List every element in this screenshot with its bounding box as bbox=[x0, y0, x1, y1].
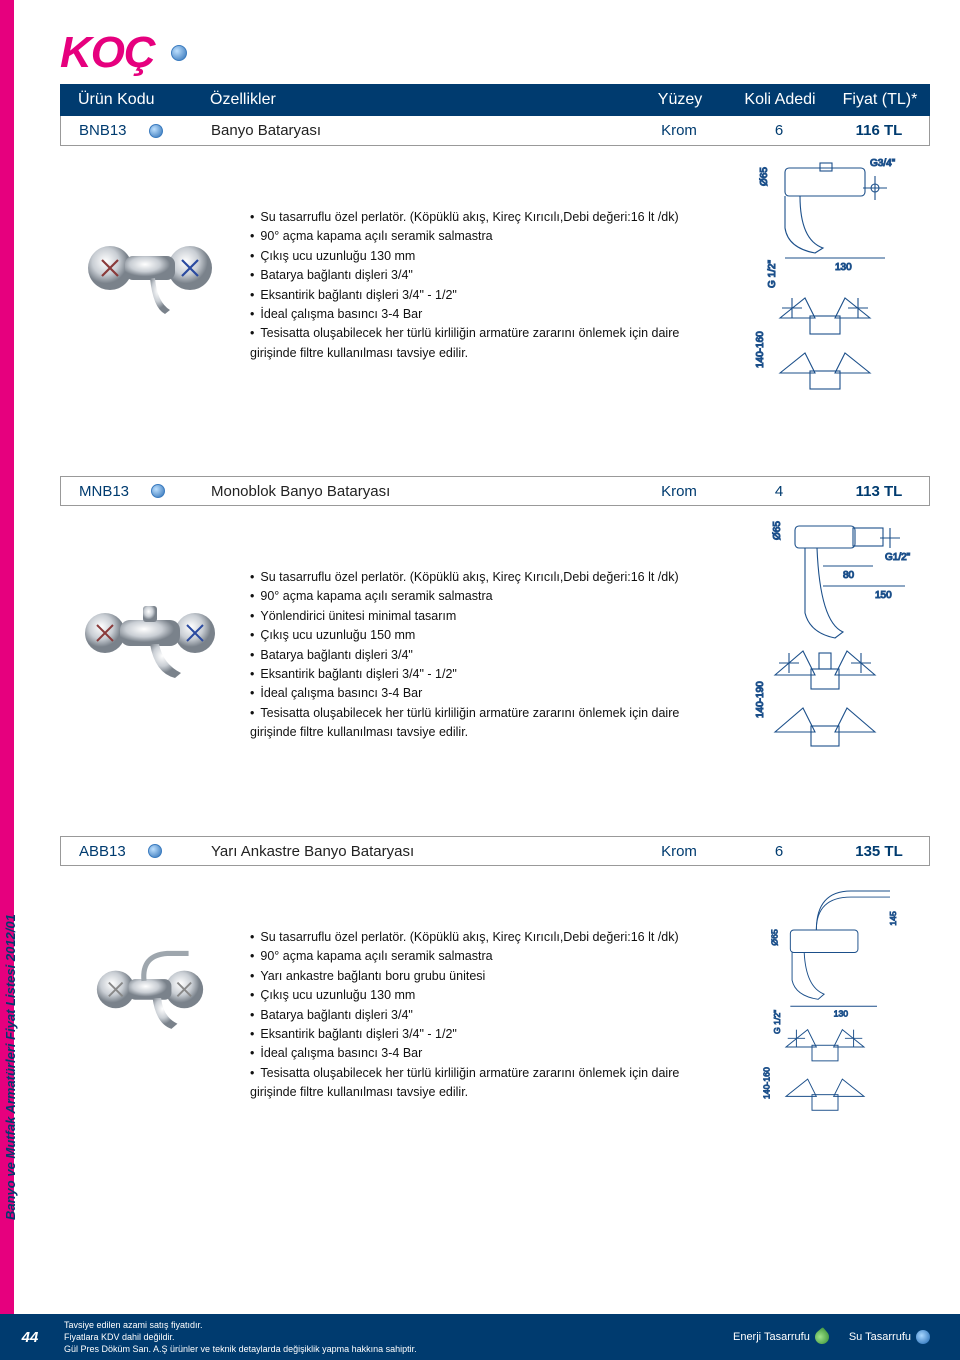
product-specs: Su tasarruflu özel perlatör. (Köpüklü ak… bbox=[250, 158, 710, 448]
product-box-qty: 4 bbox=[729, 483, 829, 500]
footer-note: Tavsiye edilen azami satış fiyatıdır. bbox=[64, 1319, 733, 1331]
leaf-icon bbox=[812, 1327, 832, 1347]
water-drop-icon bbox=[148, 844, 162, 858]
technical-diagram: 145 Ø65 130 G 1/2" bbox=[720, 878, 930, 1168]
product-specs: Su tasarruflu özel perlatör. (Köpüklü ak… bbox=[250, 878, 710, 1168]
product-photo bbox=[60, 908, 240, 1088]
side-catalog-label: Banyo ve Mutfak Armatürleri Fiyat Listes… bbox=[3, 870, 18, 1220]
water-drop-icon bbox=[916, 1330, 930, 1344]
footer-badges: Enerji Tasarrufu Su Tasarrufu bbox=[733, 1330, 960, 1344]
svg-text:140-190: 140-190 bbox=[755, 681, 766, 718]
water-drop-icon bbox=[151, 484, 165, 498]
water-saving-badge: Su Tasarrufu bbox=[849, 1330, 930, 1344]
product-code: ABB13 bbox=[79, 843, 126, 860]
brand-title: KOÇ bbox=[60, 28, 930, 78]
product-price: 116 TL bbox=[829, 122, 929, 139]
svg-text:130: 130 bbox=[834, 1009, 849, 1019]
product-name: Yarı Ankastre Banyo Bataryası bbox=[211, 843, 629, 860]
product-name: Banyo Bataryası bbox=[211, 122, 629, 139]
header-code: Ürün Kodu bbox=[60, 91, 210, 109]
spec-item: Tesisatta oluşabilecek her türlü kirlili… bbox=[250, 704, 706, 743]
technical-diagram: G3/4" Ø65 130 G 1/2" bbox=[720, 158, 930, 448]
spec-item: Batarya bağlantı dişleri 3/4" bbox=[250, 646, 706, 665]
footer-note: Fiyatlara KDV dahil değildir. bbox=[64, 1331, 733, 1343]
spec-item: Batarya bağlantı dişleri 3/4" bbox=[250, 266, 706, 285]
product-surface: Krom bbox=[629, 483, 729, 500]
page-footer: 44 Tavsiye edilen azami satış fiyatıdır.… bbox=[0, 1314, 960, 1360]
svg-text:130: 130 bbox=[835, 262, 852, 273]
svg-text:G1/2": G1/2" bbox=[885, 552, 911, 563]
svg-text:140-160: 140-160 bbox=[762, 1067, 772, 1099]
spec-item: 90° açma kapama açılı seramik salmastra bbox=[250, 947, 706, 966]
spec-item: Çıkış ucu uzunluğu 130 mm bbox=[250, 247, 706, 266]
technical-diagram: Ø65 G1/2" 80 150 bbox=[720, 518, 930, 808]
spec-item: İdeal çalışma basıncı 3-4 Bar bbox=[250, 1044, 706, 1063]
spec-item: 90° açma kapama açılı seramik salmastra bbox=[250, 227, 706, 246]
svg-text:145: 145 bbox=[888, 911, 898, 926]
product-code: MNB13 bbox=[79, 483, 129, 500]
svg-text:80: 80 bbox=[843, 570, 855, 581]
header-box-qty: Koli Adedi bbox=[730, 91, 830, 109]
svg-text:G 1/2": G 1/2" bbox=[772, 1010, 782, 1034]
page-content: KOÇ Ürün Kodu Özellikler Yüzey Koli Aded… bbox=[60, 0, 930, 1360]
spec-item: Su tasarruflu özel perlatör. (Köpüklü ak… bbox=[250, 208, 706, 227]
spec-item: Batarya bağlantı dişleri 3/4" bbox=[250, 1006, 706, 1025]
brand-text: KOÇ bbox=[60, 28, 155, 78]
spec-item: İdeal çalışma basıncı 3-4 Bar bbox=[250, 684, 706, 703]
energy-saving-badge: Enerji Tasarrufu bbox=[733, 1330, 829, 1344]
spec-item: İdeal çalışma basıncı 3-4 Bar bbox=[250, 305, 706, 324]
product-price: 135 TL bbox=[829, 843, 929, 860]
page-number: 44 bbox=[0, 1329, 60, 1346]
product-body: Su tasarruflu özel perlatör. (Köpüklü ak… bbox=[60, 518, 930, 808]
product-row: ABB13 Yarı Ankastre Banyo Bataryası Krom… bbox=[60, 836, 930, 866]
footer-notes: Tavsiye edilen azami satış fiyatıdır. Fi… bbox=[60, 1319, 733, 1355]
product-body: Su tasarruflu özel perlatör. (Köpüklü ak… bbox=[60, 158, 930, 448]
spec-item: Çıkış ucu uzunluğu 130 mm bbox=[250, 986, 706, 1005]
spec-item: Eksantirik bağlantı dişleri 3/4" - 1/2" bbox=[250, 665, 706, 684]
svg-text:140-160: 140-160 bbox=[755, 331, 766, 368]
product-row: MNB13 Monoblok Banyo Bataryası Krom 4 11… bbox=[60, 476, 930, 506]
svg-text:G3/4": G3/4" bbox=[870, 158, 896, 169]
spec-item: Yönlendirici ünitesi minimal tasarım bbox=[250, 607, 706, 626]
spec-item: Eksantirik bağlantı dişleri 3/4" - 1/2" bbox=[250, 1025, 706, 1044]
product-photo bbox=[60, 188, 240, 368]
spec-item: Eksantirik bağlantı dişleri 3/4" - 1/2" bbox=[250, 286, 706, 305]
svg-text:Ø65: Ø65 bbox=[769, 929, 779, 946]
product-box-qty: 6 bbox=[729, 843, 829, 860]
product-surface: Krom bbox=[629, 122, 729, 139]
svg-text:Ø65: Ø65 bbox=[772, 521, 783, 540]
product-price: 113 TL bbox=[829, 483, 929, 500]
product-surface: Krom bbox=[629, 843, 729, 860]
spec-item: Su tasarruflu özel perlatör. (Köpüklü ak… bbox=[250, 928, 706, 947]
spec-item: Su tasarruflu özel perlatör. (Köpüklü ak… bbox=[250, 568, 706, 587]
water-drop-icon bbox=[149, 124, 163, 138]
header-price: Fiyat (TL)* bbox=[830, 91, 930, 109]
spec-item: Tesisatta oluşabilecek her türlü kirlili… bbox=[250, 1064, 706, 1103]
footer-note: Gül Pres Döküm San. A.Ş ürünler ve tekni… bbox=[64, 1343, 733, 1355]
product-body: Su tasarruflu özel perlatör. (Köpüklü ak… bbox=[60, 878, 930, 1168]
spec-item: Tesisatta oluşabilecek her türlü kirlili… bbox=[250, 324, 706, 363]
product-code: BNB13 bbox=[79, 122, 127, 139]
product-specs: Su tasarruflu özel perlatör. (Köpüklü ak… bbox=[250, 518, 710, 808]
svg-text:Ø65: Ø65 bbox=[759, 167, 770, 186]
product-name: Monoblok Banyo Bataryası bbox=[211, 483, 629, 500]
product-photo bbox=[60, 548, 240, 728]
header-surface: Yüzey bbox=[630, 91, 730, 109]
svg-text:G 1/2": G 1/2" bbox=[767, 260, 778, 288]
water-drop-icon bbox=[171, 45, 187, 61]
spec-item: 90° açma kapama açılı seramik salmastra bbox=[250, 587, 706, 606]
product-box-qty: 6 bbox=[729, 122, 829, 139]
spec-item: Çıkış ucu uzunluğu 150 mm bbox=[250, 626, 706, 645]
table-header: Ürün Kodu Özellikler Yüzey Koli Adedi Fi… bbox=[60, 84, 930, 116]
spec-item: Yarı ankastre bağlantı boru grubu ünites… bbox=[250, 967, 706, 986]
header-features: Özellikler bbox=[210, 91, 630, 109]
svg-text:150: 150 bbox=[875, 590, 892, 601]
product-row: BNB13 Banyo Bataryası Krom 6 116 TL bbox=[60, 116, 930, 146]
